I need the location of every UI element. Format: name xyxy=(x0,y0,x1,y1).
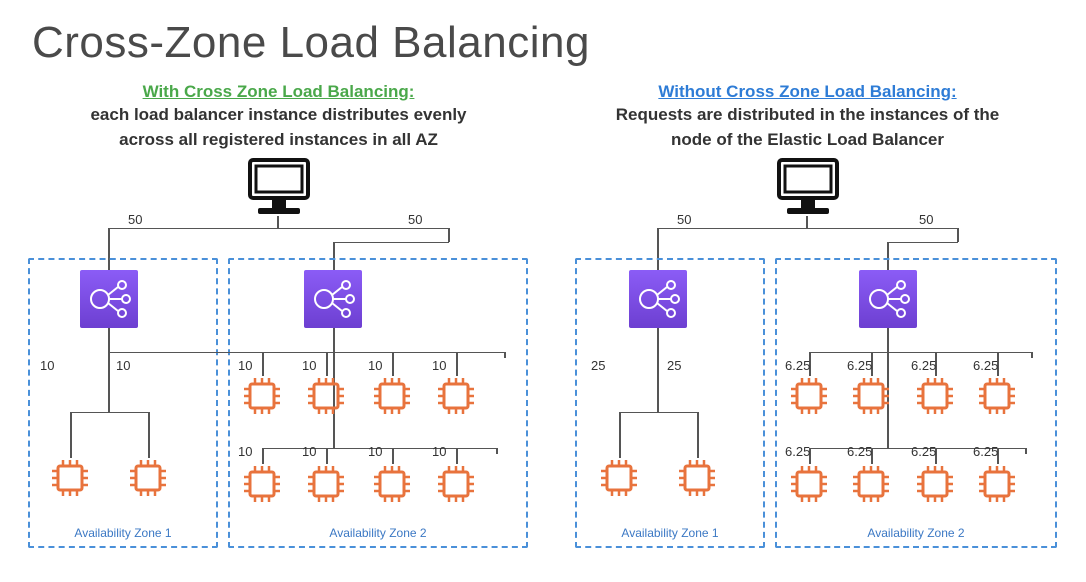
cpu-label: 10 xyxy=(302,358,316,373)
cpu-label: 6.25 xyxy=(911,444,936,459)
cpu-icon xyxy=(851,464,891,504)
without-az1-label: Availability Zone 1 xyxy=(621,526,718,540)
cpu-icon xyxy=(242,376,282,416)
cpu-label: 10 xyxy=(238,358,252,373)
cpu-label: 10 xyxy=(368,444,382,459)
cpu-label: 25 xyxy=(667,358,681,373)
cpu-label: 10 xyxy=(238,444,252,459)
load-balancer-icon xyxy=(304,270,362,328)
without-heading: Without Cross Zone Load Balancing: xyxy=(557,82,1058,102)
cpu-icon xyxy=(599,458,639,498)
without-split-right: 50 xyxy=(919,212,933,227)
with-az2-label: Availability Zone 2 xyxy=(329,526,426,540)
without-split-left: 50 xyxy=(677,212,691,227)
without-sub1: Requests are distributed in the instance… xyxy=(557,104,1058,127)
panel-with: With Cross Zone Load Balancing: each loa… xyxy=(28,82,529,552)
cpu-icon xyxy=(242,464,282,504)
cpu-icon xyxy=(977,464,1017,504)
cpu-icon xyxy=(372,464,412,504)
cpu-icon xyxy=(436,376,476,416)
cpu-label: 6.25 xyxy=(847,358,872,373)
cpu-label: 6.25 xyxy=(847,444,872,459)
cpu-label: 6.25 xyxy=(785,358,810,373)
cpu-label: 10 xyxy=(40,358,54,373)
cpu-icon xyxy=(128,458,168,498)
cpu-icon xyxy=(915,464,955,504)
cpu-icon xyxy=(789,464,829,504)
cpu-icon xyxy=(915,376,955,416)
with-az1-label: Availability Zone 1 xyxy=(74,526,171,540)
without-stage: 50 50 Availability Zone 1 Availability Z… xyxy=(557,152,1058,552)
without-az2-label: Availability Zone 2 xyxy=(867,526,964,540)
load-balancer-icon xyxy=(629,270,687,328)
cpu-icon xyxy=(789,376,829,416)
cpu-icon xyxy=(306,464,346,504)
cpu-label: 6.25 xyxy=(911,358,936,373)
load-balancer-icon xyxy=(859,270,917,328)
cpu-label: 25 xyxy=(591,358,605,373)
cpu-icon xyxy=(436,464,476,504)
panel-without: Without Cross Zone Load Balancing: Reque… xyxy=(557,82,1058,552)
cpu-icon xyxy=(372,376,412,416)
with-heading: With Cross Zone Load Balancing: xyxy=(28,82,529,102)
computer-icon xyxy=(244,156,314,218)
cpu-label: 6.25 xyxy=(973,444,998,459)
cpu-icon xyxy=(677,458,717,498)
cpu-label: 10 xyxy=(116,358,130,373)
page-title: Cross-Zone Load Balancing xyxy=(0,0,1086,68)
cpu-label: 10 xyxy=(368,358,382,373)
with-split-right: 50 xyxy=(408,212,422,227)
cpu-label: 6.25 xyxy=(785,444,810,459)
cpu-icon xyxy=(306,376,346,416)
cpu-icon xyxy=(851,376,891,416)
with-stage: 50 50 Availability Zone 1 Availability Z… xyxy=(28,152,529,552)
cpu-label: 6.25 xyxy=(973,358,998,373)
with-split-left: 50 xyxy=(128,212,142,227)
with-sub1: each load balancer instance distributes … xyxy=(28,104,529,127)
cpu-label: 10 xyxy=(432,358,446,373)
panels-row: With Cross Zone Load Balancing: each loa… xyxy=(0,68,1086,552)
load-balancer-icon xyxy=(80,270,138,328)
with-sub2: across all registered instances in all A… xyxy=(28,129,529,152)
cpu-icon xyxy=(50,458,90,498)
computer-icon xyxy=(773,156,843,218)
without-sub2: node of the Elastic Load Balancer xyxy=(557,129,1058,152)
cpu-icon xyxy=(977,376,1017,416)
cpu-label: 10 xyxy=(432,444,446,459)
cpu-label: 10 xyxy=(302,444,316,459)
